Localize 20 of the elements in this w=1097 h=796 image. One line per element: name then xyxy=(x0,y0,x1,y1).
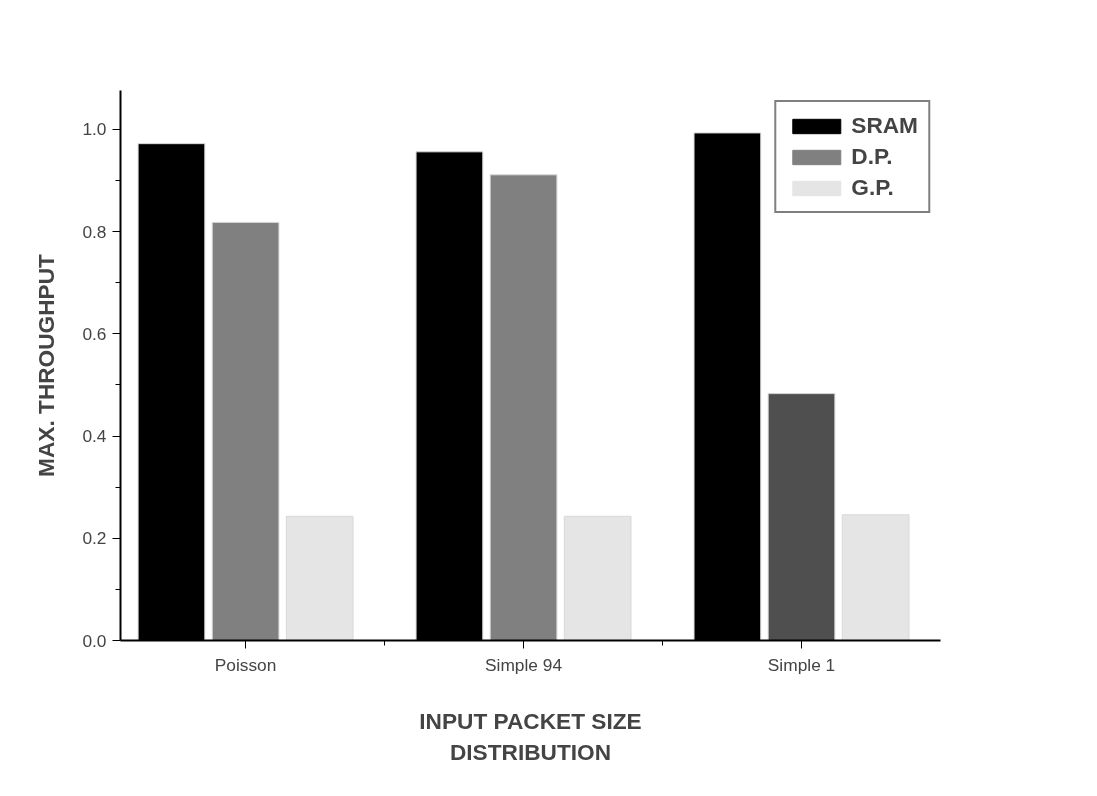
bar xyxy=(767,393,836,641)
bar xyxy=(211,221,280,641)
legend-label: SRAM xyxy=(851,112,918,139)
x-tick-label: Poisson xyxy=(214,654,277,675)
bar xyxy=(563,515,632,641)
x-axis-title: INPUT PACKET SIZE DISTRIBUTION xyxy=(419,707,642,765)
legend-label: D.P. xyxy=(851,143,893,170)
x-tick-label: Simple 1 xyxy=(767,654,836,675)
bar xyxy=(489,174,558,641)
x-tick-label: Simple 94 xyxy=(485,654,563,675)
y-tick-label: 1.0 xyxy=(82,119,107,140)
bar xyxy=(285,515,354,641)
text: 0.0 xyxy=(82,630,107,651)
y-tick-label: 0.4 xyxy=(82,426,107,447)
bar xyxy=(841,514,910,641)
y-axis-title: MAX. THROUGHPUT xyxy=(33,253,60,477)
legend-label: G.P. xyxy=(851,174,894,201)
y-tick-label: 0.2 xyxy=(82,528,107,549)
y-tick-label: 0.8 xyxy=(82,221,107,242)
y-tick-label: 0.6 xyxy=(82,323,107,344)
